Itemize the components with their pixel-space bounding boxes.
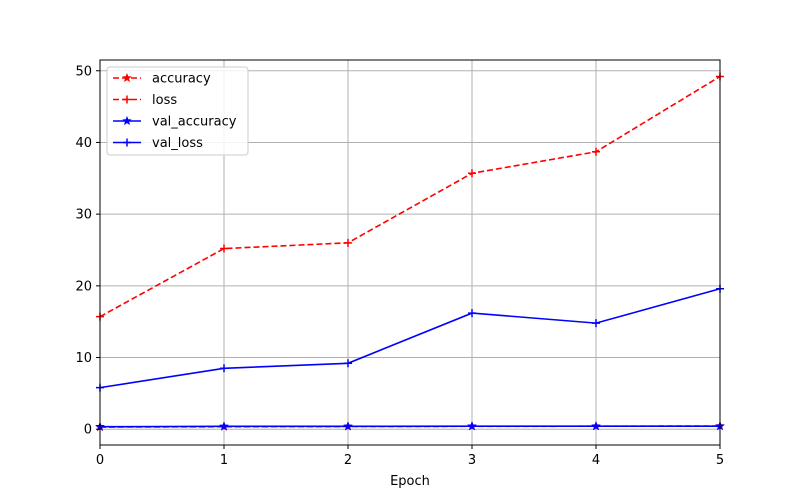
x-tick-label: 0: [96, 453, 104, 468]
plot-frame: [99, 59, 721, 446]
series-line: [99, 425, 720, 428]
data-point: [219, 421, 229, 431]
data-point: [468, 169, 476, 178]
legend-marker: [122, 115, 132, 126]
x-tick-label: 1: [220, 453, 228, 468]
legend: accuracy loss val_accuracy val_loss: [106, 66, 249, 156]
data-point: [344, 238, 352, 247]
legend-label: loss: [152, 93, 177, 108]
legend-marker: [123, 95, 131, 104]
series-line: [99, 75, 721, 318]
y-tick-label: 10: [75, 351, 92, 366]
y-tick-label: 40: [75, 136, 92, 151]
legend-label: val_loss: [152, 136, 203, 151]
legend-item: loss: [113, 93, 177, 108]
series-line: [99, 287, 721, 389]
data-point: [592, 319, 600, 328]
x-tick-label: 4: [592, 453, 600, 468]
x-tick-label: 5: [716, 453, 724, 468]
y-tick-label: 20: [75, 279, 92, 294]
x-tick-label: 3: [468, 453, 476, 468]
y-tick-label: 0: [84, 423, 92, 438]
y-tick-label: 50: [75, 64, 92, 79]
data-point: [220, 244, 228, 253]
data-point: [591, 421, 601, 431]
data-point: [468, 309, 476, 318]
x-tick-label: 2: [344, 453, 352, 468]
legend-box: [106, 66, 249, 156]
data-point: [592, 147, 600, 156]
legend-item: accuracy: [113, 72, 211, 87]
series-val-loss: [96, 284, 724, 392]
legend-label: accuracy: [152, 72, 211, 87]
legend-label: val_accuracy: [152, 115, 237, 130]
data-point: [467, 421, 477, 431]
legend-marker: [122, 72, 132, 83]
x-axis-label: Epoch: [390, 474, 430, 489]
legend-marker: [123, 138, 131, 147]
data-point: [344, 359, 352, 368]
x-axis-ticks: 0 1 2 3 4 5: [96, 445, 724, 468]
y-axis-ticks: 0 10 20 30 40 50: [75, 64, 100, 438]
legend-item: val_loss: [113, 136, 203, 151]
y-tick-label: 30: [75, 208, 92, 223]
legend-item: val_accuracy: [113, 115, 237, 130]
data-point: [220, 364, 228, 373]
data-point: [343, 421, 353, 431]
